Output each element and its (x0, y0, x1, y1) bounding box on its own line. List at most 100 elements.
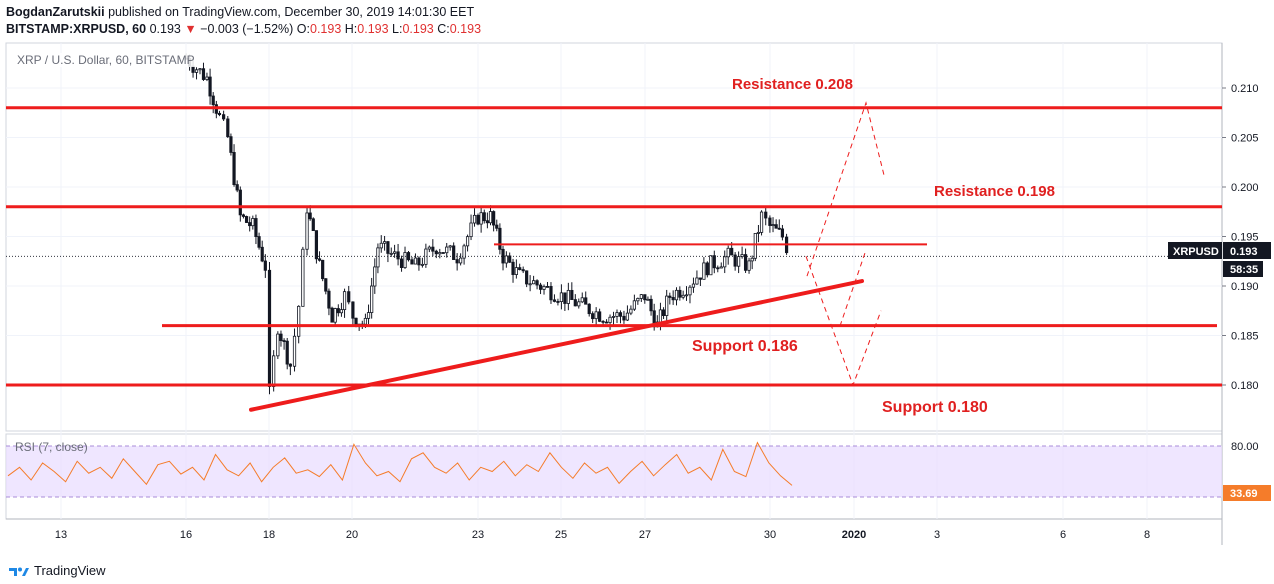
candle-body (235, 184, 239, 191)
candle-body (441, 252, 445, 254)
footer-brand[interactable]: TradingView (34, 563, 106, 578)
support-2-label[interactable]: Support 0.180 (882, 399, 988, 416)
time-tick-label: 23 (472, 529, 484, 541)
candle-body (545, 286, 550, 288)
high-label: H: (344, 22, 358, 36)
level-lines[interactable] (6, 106, 1222, 412)
chart-header: BogdanZarutskii published on TradingView… (6, 4, 481, 38)
low-value: 0.193 (402, 22, 434, 36)
candle-body (495, 224, 499, 229)
candle-body (737, 256, 741, 267)
candle-body (709, 255, 713, 276)
price-tick-label: 0.180 (1231, 380, 1259, 392)
candle-body (629, 308, 633, 314)
resistance-1-label[interactable]: Resistance 0.208 (732, 76, 853, 93)
candle-body (492, 211, 496, 226)
candle-body (248, 222, 252, 227)
candle-body (366, 312, 371, 319)
candle-body (211, 95, 215, 106)
candle-body (573, 299, 577, 307)
candle-body (678, 289, 682, 298)
candles (6, 53, 1168, 395)
price-tick-label: 0.185 (1231, 331, 1259, 343)
publisher-line: BogdanZarutskii published on TradingView… (6, 4, 481, 21)
candle-body (643, 294, 647, 301)
candle-body (636, 298, 640, 302)
candle-body (417, 257, 421, 266)
candle-body (538, 284, 543, 290)
author-name[interactable]: BogdanZarutskii (6, 5, 105, 19)
projection-path[interactable] (805, 256, 882, 387)
candle-body (764, 211, 768, 219)
candle-body (514, 267, 518, 275)
candle-body (611, 316, 616, 318)
change-value: −0.003 (−1.52%) (200, 22, 294, 36)
candle-body (424, 248, 428, 265)
candle-body (403, 252, 407, 268)
candle-body (257, 236, 261, 248)
candle-body (632, 300, 636, 310)
candle-body (399, 258, 404, 268)
candle-body (459, 257, 463, 264)
open-label: O: (296, 22, 310, 36)
published-text: published on TradingView.com, December 3… (108, 5, 475, 19)
low-label: L: (392, 22, 403, 36)
candle-body (671, 297, 675, 301)
candle-body (379, 242, 383, 249)
candle-body (601, 320, 605, 323)
candle-body (267, 269, 272, 387)
candle-body (508, 255, 512, 263)
candle-body (194, 69, 199, 73)
candle-body (604, 321, 609, 324)
candle-body (292, 335, 297, 367)
candle-body (201, 68, 206, 80)
candle-body (688, 286, 692, 296)
rsi-series-line (7, 441, 793, 486)
candle-body (392, 251, 397, 254)
candle-body (330, 307, 334, 323)
projection-path[interactable] (806, 101, 885, 277)
candle-body (479, 212, 483, 225)
candle-body (559, 292, 564, 302)
footer: TradingView (8, 563, 106, 578)
candle-body (591, 313, 595, 320)
candle-body (525, 270, 529, 285)
candle-body (396, 251, 400, 260)
resistance-2-label[interactable]: Resistance 0.198 (934, 183, 1055, 200)
last-price: 0.193 (149, 22, 181, 36)
candle-body (465, 236, 470, 247)
annotations[interactable]: Resistance 0.208 Resistance 0.198 Suppor… (692, 76, 1055, 416)
candle-body (594, 311, 598, 320)
candle-body (743, 254, 748, 271)
candle-body (658, 309, 663, 323)
candle-body (272, 355, 276, 387)
candle-body (759, 211, 764, 233)
candle-body (260, 246, 264, 262)
candle-body (282, 340, 286, 342)
candle-body (431, 246, 435, 252)
price-axis[interactable]: 0.210 0.205 0.200 0.195 0.190 0.185 0.180 80.00 (1222, 83, 1259, 453)
open-value: 0.193 (310, 22, 342, 36)
candle-body (389, 252, 393, 255)
candle-body (469, 222, 473, 238)
candle-body (702, 262, 706, 280)
symbol-label: BITSTAMP:XRPUSD, 60 (6, 22, 147, 36)
candle-body (668, 295, 672, 298)
candle-body (308, 212, 312, 220)
candle-body (342, 291, 347, 311)
candle-body (747, 260, 751, 271)
candle-body (488, 211, 493, 224)
projection-lines[interactable] (805, 101, 885, 387)
candle-body (750, 257, 754, 262)
candle-body (229, 136, 233, 153)
candle-body (719, 266, 723, 269)
support-1-label[interactable]: Support 0.186 (692, 338, 798, 355)
time-tick-label: 16 (180, 529, 192, 541)
candle-body (434, 250, 438, 255)
candle-body (222, 114, 226, 120)
time-axis[interactable]: 13 16 18 20 23 25 27 30 2020 3 6 8 (55, 529, 1150, 541)
candle-body (587, 303, 591, 315)
chart-watermark: XRP / U.S. Dollar, 60, BITSTAMP (15, 53, 197, 67)
ascending-trendline[interactable] (249, 279, 864, 412)
